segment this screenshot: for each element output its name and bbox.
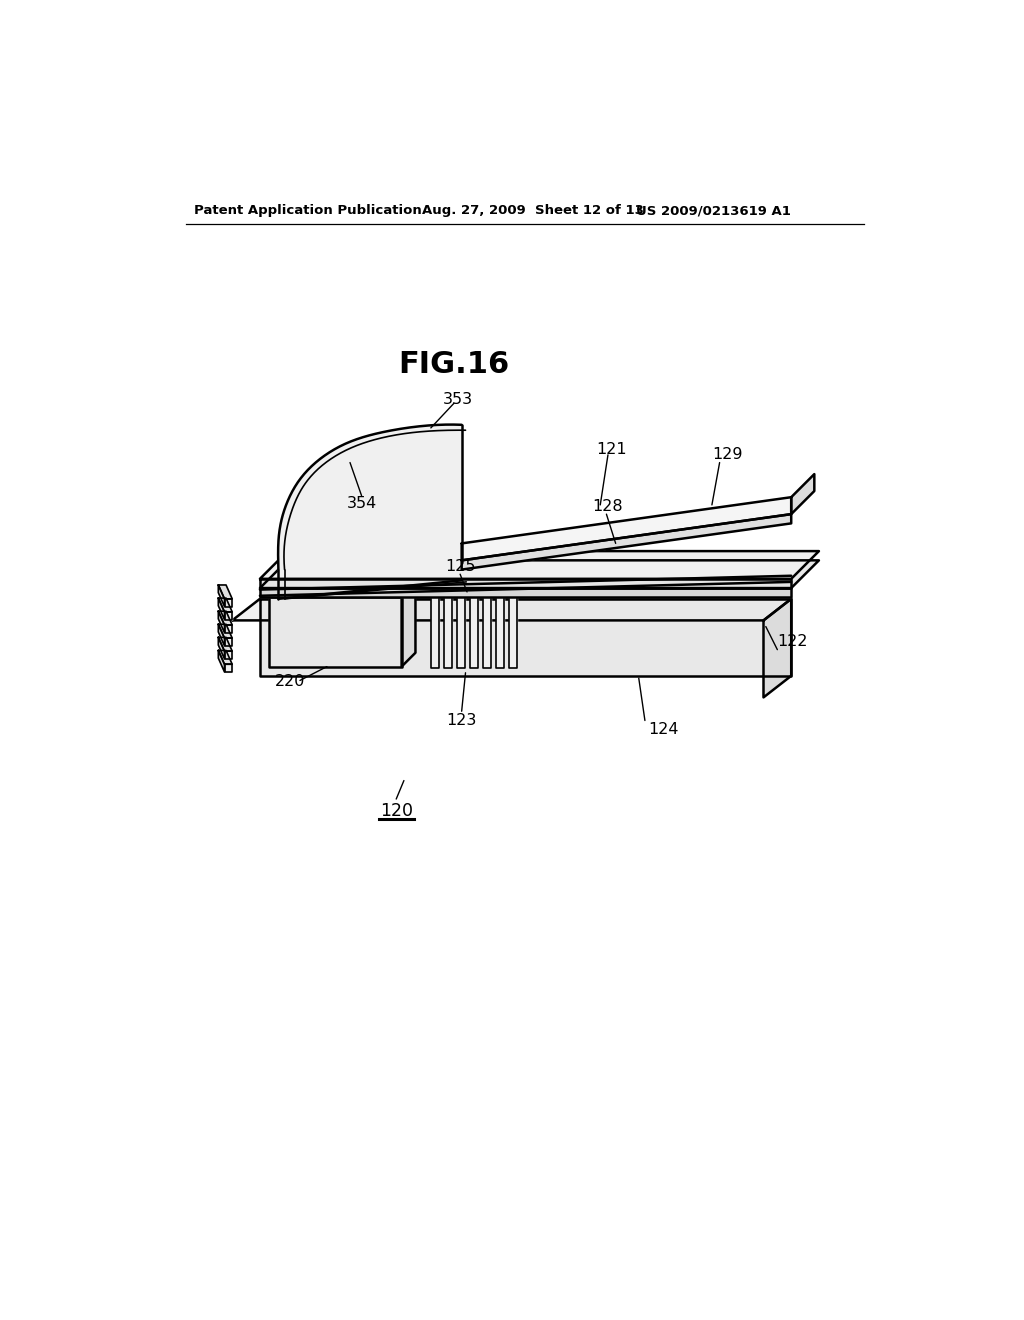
Polygon shape [457,591,465,668]
Polygon shape [232,599,792,620]
Polygon shape [218,598,224,619]
Polygon shape [764,599,792,697]
Polygon shape [224,612,232,619]
Polygon shape [218,624,224,645]
Polygon shape [431,591,438,668]
Polygon shape [224,599,232,607]
Text: 220: 220 [274,675,305,689]
Polygon shape [218,598,232,612]
Polygon shape [260,552,819,579]
Polygon shape [260,561,819,589]
Polygon shape [218,638,224,659]
Polygon shape [497,579,516,591]
Text: US 2009/0213619 A1: US 2009/0213619 A1 [636,205,791,218]
Text: Patent Application Publication: Patent Application Publication [194,205,422,218]
Polygon shape [431,579,451,591]
Polygon shape [224,664,232,672]
Polygon shape [218,611,224,632]
Polygon shape [509,579,529,591]
Text: 120: 120 [380,803,413,820]
Polygon shape [483,591,490,668]
Text: 353: 353 [442,392,473,407]
Polygon shape [218,651,224,672]
Polygon shape [269,598,401,667]
Text: 122: 122 [777,635,808,649]
Polygon shape [497,591,504,668]
Polygon shape [224,651,232,659]
Polygon shape [218,638,232,651]
Polygon shape [269,583,416,598]
Polygon shape [218,651,232,664]
Text: 354: 354 [346,496,377,511]
Text: 123: 123 [446,713,477,729]
Text: 121: 121 [597,442,627,457]
Text: 129: 129 [712,447,742,462]
Polygon shape [260,579,792,589]
Polygon shape [401,583,416,667]
Polygon shape [260,589,792,598]
Polygon shape [260,599,792,676]
Polygon shape [470,591,478,668]
Polygon shape [462,498,792,561]
Polygon shape [457,579,477,591]
Text: 128: 128 [593,499,624,513]
Polygon shape [218,585,232,599]
Polygon shape [444,591,452,668]
Polygon shape [218,585,224,607]
Text: Aug. 27, 2009  Sheet 12 of 13: Aug. 27, 2009 Sheet 12 of 13 [422,205,643,218]
Polygon shape [470,579,490,591]
Polygon shape [224,638,232,645]
Polygon shape [279,426,462,572]
Polygon shape [218,611,232,626]
Polygon shape [483,579,503,591]
Text: 125: 125 [444,558,475,574]
Polygon shape [224,626,232,632]
Text: FIG.16: FIG.16 [398,350,510,379]
Text: 124: 124 [648,722,679,738]
Polygon shape [444,579,464,591]
Polygon shape [218,624,232,638]
Polygon shape [509,591,517,668]
Polygon shape [462,515,792,570]
Polygon shape [792,474,814,515]
